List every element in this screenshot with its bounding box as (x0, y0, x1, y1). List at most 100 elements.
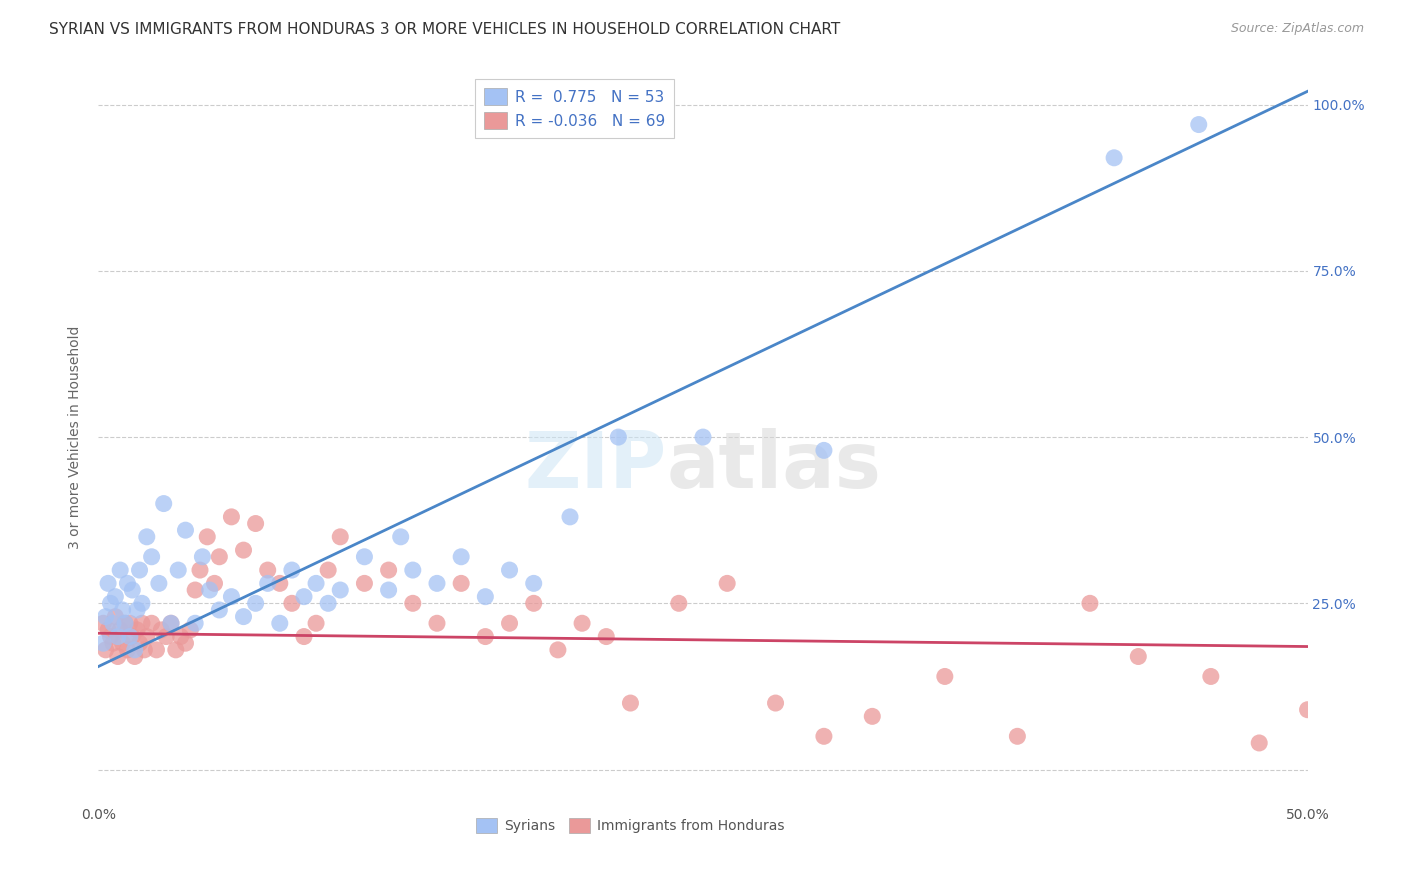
Point (377, 582, 399, 597)
Point (245, 596, 267, 610)
Point (256, 563, 278, 577)
Point (474, 590, 496, 604)
Point (121, 630, 143, 644)
Point (595, 630, 617, 644)
Point (104, 609, 127, 624)
Point (124, 643, 146, 657)
Point (167, 563, 190, 577)
Point (1369, 649, 1392, 664)
Point (135, 530, 157, 544)
Point (607, 430, 630, 444)
Point (547, 643, 569, 657)
Text: atlas: atlas (666, 428, 882, 504)
Point (184, 582, 207, 597)
Point (558, 509, 581, 524)
Point (474, 630, 496, 644)
Point (91, 616, 114, 631)
Point (101, 636, 124, 650)
Point (114, 616, 136, 631)
Point (111, 603, 134, 617)
Point (316, 563, 339, 577)
Point (152, 497, 174, 511)
Point (198, 582, 221, 597)
Point (97, 623, 120, 637)
Point (1102, 151, 1125, 165)
Point (1199, 669, 1222, 683)
Point (94, 609, 117, 624)
Point (329, 582, 352, 597)
Point (269, 576, 291, 591)
Point (292, 590, 315, 604)
Point (160, 616, 183, 631)
Point (135, 630, 157, 644)
Point (124, 649, 146, 664)
Point (232, 543, 254, 558)
Point (131, 616, 153, 631)
Point (269, 616, 291, 631)
Point (188, 563, 211, 577)
Point (232, 609, 254, 624)
Point (353, 549, 375, 564)
Point (141, 616, 163, 631)
Point (426, 616, 449, 631)
Point (716, 576, 738, 591)
Point (128, 563, 150, 577)
Point (305, 576, 328, 591)
Point (498, 616, 520, 631)
Point (108, 563, 131, 577)
Point (426, 576, 449, 591)
Point (118, 616, 141, 631)
Point (281, 596, 304, 610)
Point (221, 509, 243, 524)
Point (813, 443, 835, 458)
Text: ZIP: ZIP (524, 428, 666, 504)
Point (1078, 596, 1101, 610)
Point (765, 696, 787, 710)
Point (141, 549, 163, 564)
Text: Source: ZipAtlas.com: Source: ZipAtlas.com (1230, 22, 1364, 36)
Text: SYRIAN VS IMMIGRANTS FROM HONDURAS 3 OR MORE VEHICLES IN HOUSEHOLD CORRELATION C: SYRIAN VS IMMIGRANTS FROM HONDURAS 3 OR … (49, 22, 841, 37)
Point (208, 603, 231, 617)
Point (619, 696, 641, 710)
Point (104, 590, 127, 604)
Point (169, 630, 191, 644)
Point (195, 530, 218, 544)
Point (692, 430, 714, 444)
Point (1007, 729, 1029, 743)
Point (353, 576, 375, 591)
Point (100, 596, 122, 610)
Point (813, 729, 835, 743)
Point (389, 530, 412, 544)
Point (174, 523, 197, 537)
Point (148, 576, 170, 591)
Point (134, 643, 156, 657)
Point (221, 590, 243, 604)
Point (1320, 616, 1343, 631)
Point (402, 596, 425, 610)
Point (107, 630, 129, 644)
Point (121, 582, 143, 597)
Point (860, 709, 883, 723)
Point (118, 630, 141, 644)
Point (117, 576, 139, 591)
Point (155, 630, 177, 644)
Point (450, 549, 472, 564)
Point (1296, 703, 1319, 717)
Point (127, 623, 149, 637)
Point (117, 643, 139, 657)
Point (377, 563, 399, 577)
Point (127, 603, 149, 617)
Point (204, 576, 226, 591)
Point (165, 643, 187, 657)
Point (128, 636, 150, 650)
Point (91, 636, 114, 650)
Point (316, 596, 339, 610)
Point (450, 576, 472, 591)
Point (329, 530, 352, 544)
Point (571, 616, 593, 631)
Point (305, 616, 328, 631)
Point (523, 596, 546, 610)
Point (402, 563, 425, 577)
Point (101, 616, 124, 631)
Point (114, 616, 136, 631)
